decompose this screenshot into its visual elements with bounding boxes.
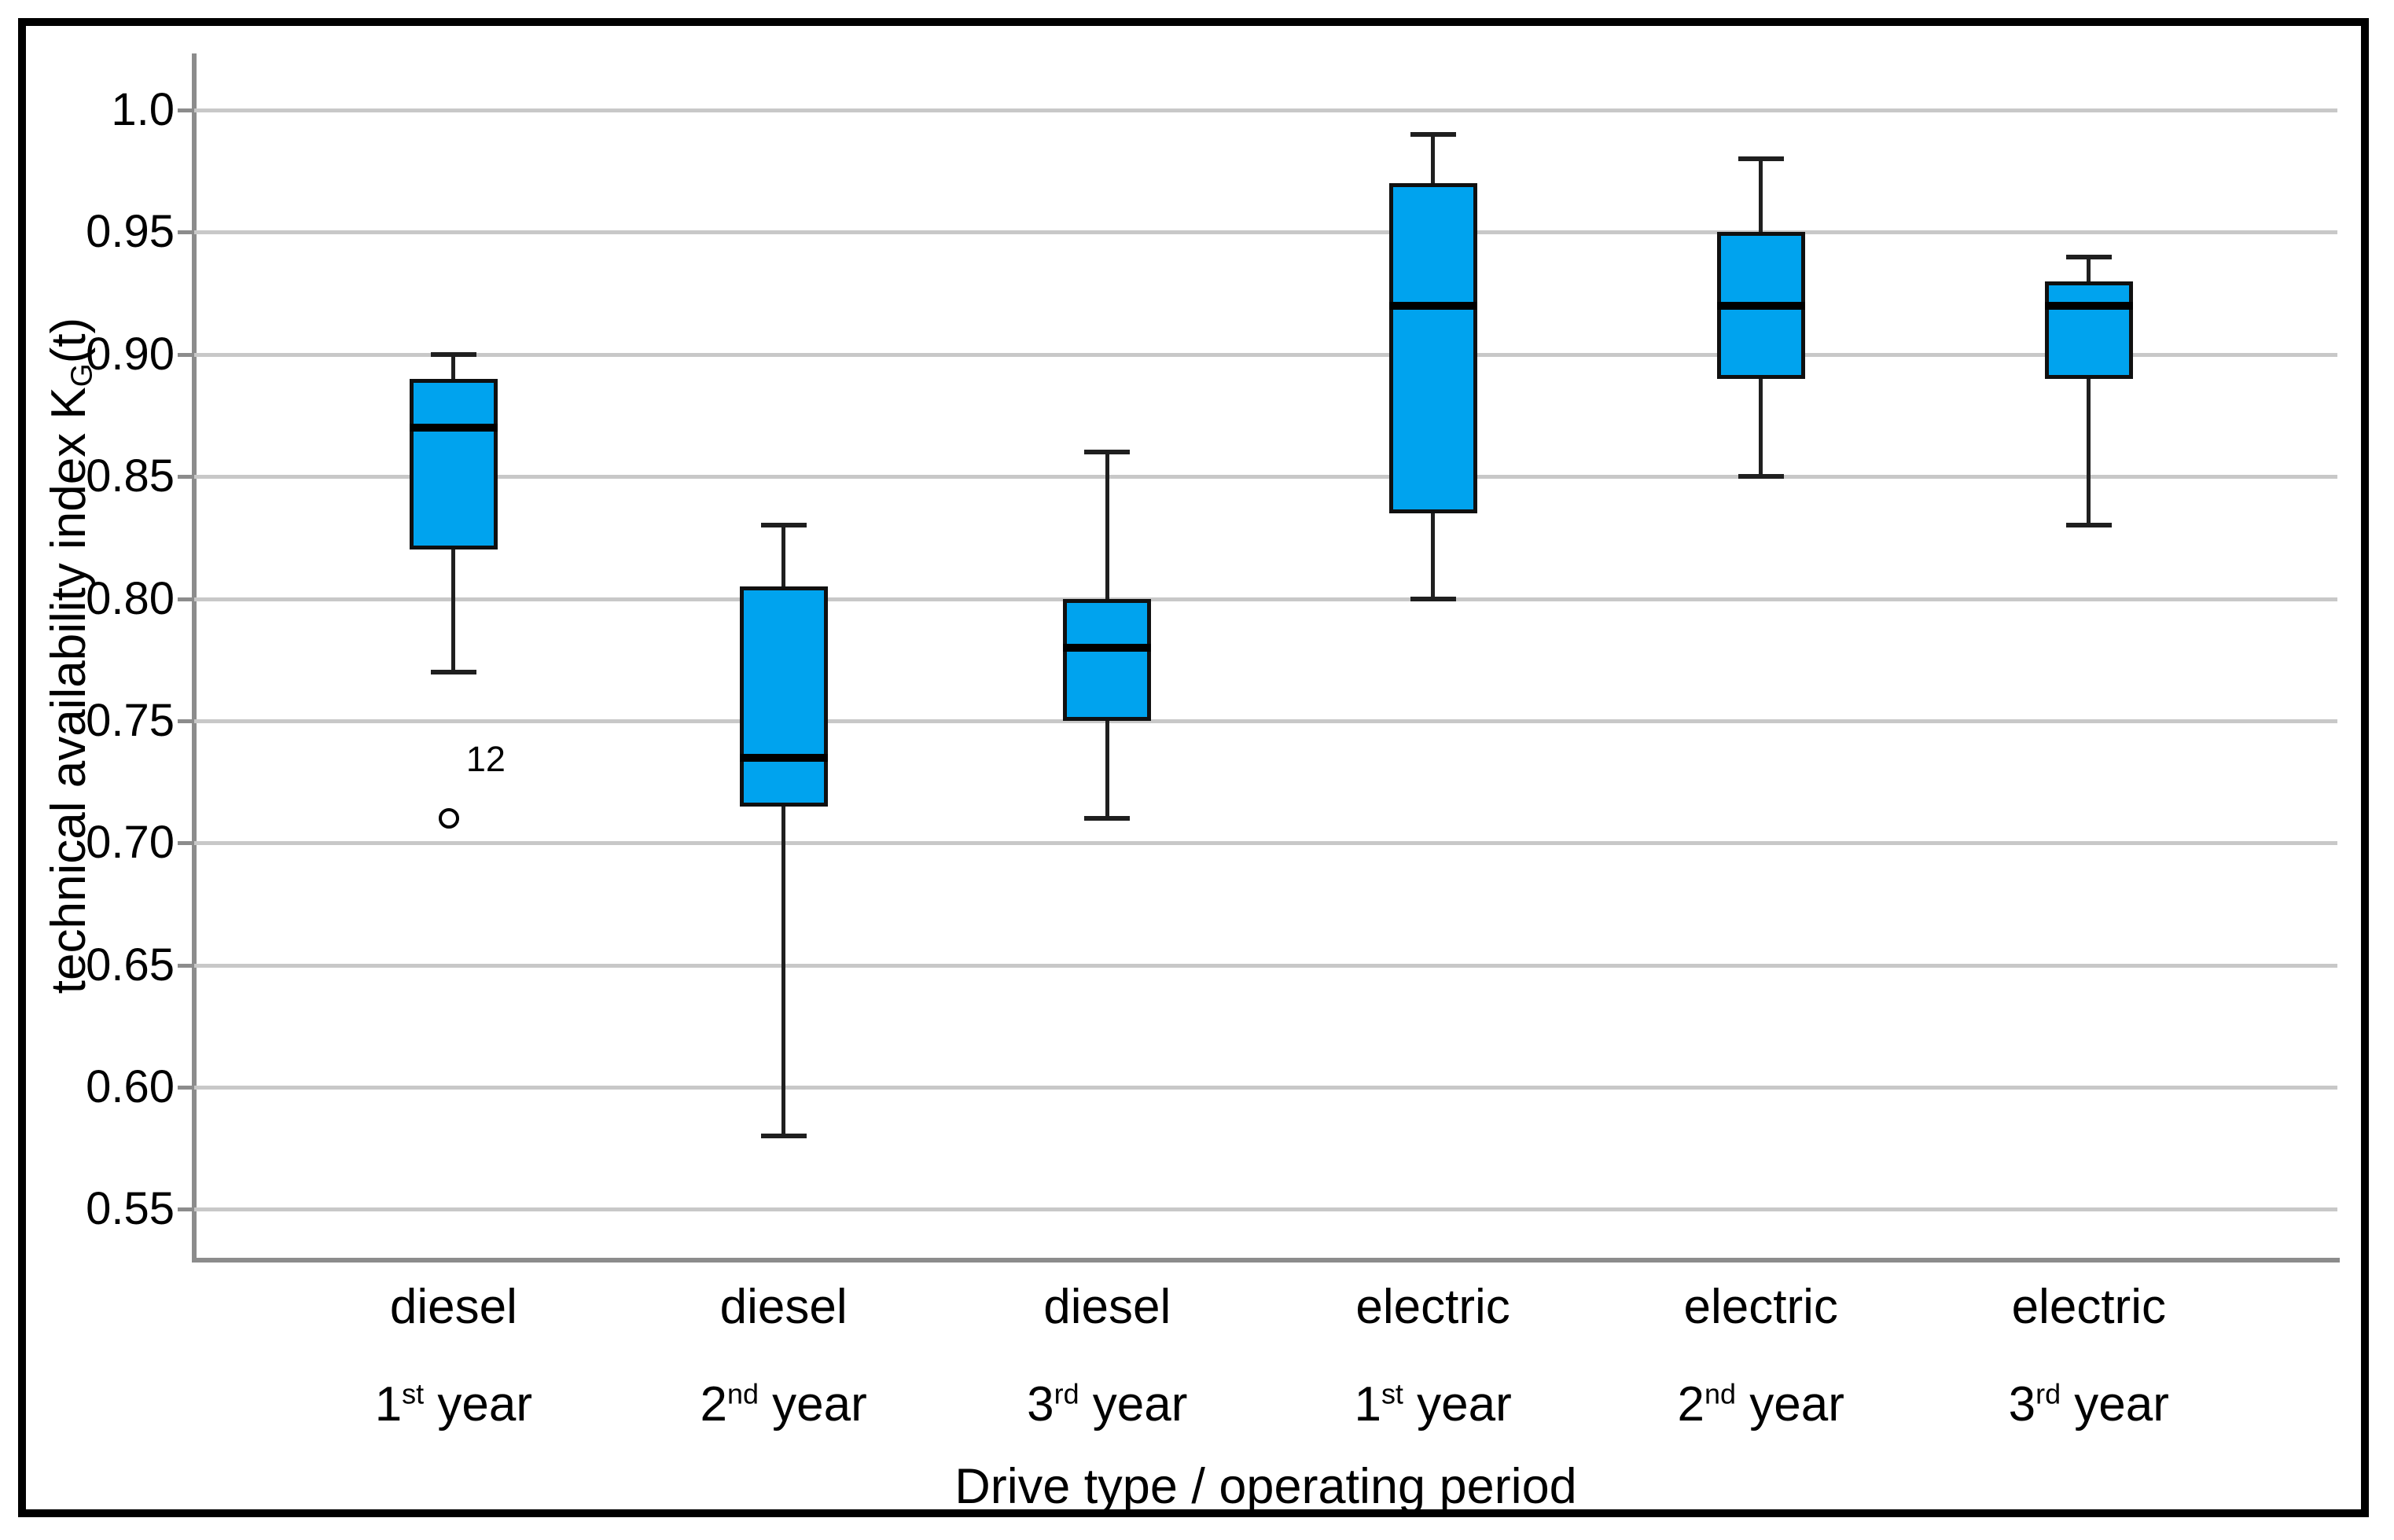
lower-whisker-cap <box>760 1134 807 1139</box>
lower-whisker-cap <box>1738 474 1784 480</box>
x-category-label-period: 2nd year <box>700 1377 867 1432</box>
ordinal-superscript: rd <box>1054 1377 1079 1410</box>
plot-area: 12 <box>178 53 2340 1263</box>
y-axis-title: technical availability index KG(t) <box>42 318 98 994</box>
ordinal-superscript: nd <box>1704 1377 1737 1410</box>
y-tick-mark <box>178 597 192 601</box>
median-line <box>739 753 828 762</box>
upper-whisker-line <box>2087 256 2091 281</box>
upper-whisker-line <box>781 525 786 587</box>
x-axis-title: Drive type / operating period <box>954 1459 1577 1514</box>
y-gridline <box>194 1207 2337 1212</box>
lower-whisker-cap <box>430 669 476 674</box>
y-gridline <box>194 719 2337 723</box>
y-tick-mark <box>178 475 192 480</box>
upper-whisker-line <box>451 354 456 379</box>
upper-whisker-cap <box>2065 254 2112 259</box>
x-category-label-drive: diesel <box>389 1280 517 1334</box>
y-tick-label: 0.55 <box>86 1183 175 1235</box>
x-category-label-period: 1st year <box>1354 1377 1512 1432</box>
y-gridline <box>194 597 2337 601</box>
y-tick-mark <box>178 719 192 723</box>
y-tick-mark <box>178 352 192 357</box>
upper-whisker-cap <box>1738 156 1784 162</box>
median-line <box>1716 301 1805 310</box>
y-tick-label: 0.80 <box>86 572 175 624</box>
y-tick-mark <box>178 1207 192 1212</box>
ordinal-superscript: nd <box>726 1377 759 1410</box>
y-tick-mark <box>178 963 192 968</box>
y-tick-mark <box>178 230 192 235</box>
x-category-label-period: 2nd year <box>1677 1377 1844 1432</box>
x-axis-line <box>192 1258 2340 1263</box>
iqr-box <box>1388 183 1477 513</box>
y-gridline <box>194 1086 2337 1090</box>
x-category-label-drive: electric <box>2011 1280 2166 1334</box>
ordinal-superscript: st <box>402 1377 425 1410</box>
lower-whisker-line <box>1759 378 1763 477</box>
y-tick-label: 0.60 <box>86 1061 175 1113</box>
y-tick-label: 0.65 <box>86 939 175 991</box>
outlier-point <box>438 808 459 829</box>
y-tick-mark <box>178 1086 192 1090</box>
iqr-box <box>409 378 498 550</box>
y-gridline <box>194 108 2337 113</box>
y-gridline <box>194 963 2337 968</box>
upper-whisker-cap <box>430 351 476 357</box>
lower-whisker-line <box>1431 513 1436 599</box>
upper-whisker-line <box>1105 452 1109 599</box>
y-gridline <box>194 475 2337 480</box>
y-tick-label: 0.75 <box>86 694 175 746</box>
upper-whisker-line <box>1759 159 1763 233</box>
y-tick-label: 1.0 <box>111 84 175 136</box>
x-category-label-drive: diesel <box>1043 1280 1171 1334</box>
iqr-box <box>1063 598 1152 721</box>
ordinal-superscript: st <box>1381 1377 1403 1410</box>
x-category-label-drive: electric <box>1683 1280 1838 1334</box>
x-category-label-period: 3rd year <box>1027 1377 1188 1432</box>
y-gridline <box>194 841 2337 846</box>
y-tick-label: 0.70 <box>86 817 175 869</box>
figure-frame <box>18 18 2369 1517</box>
y-tick-label: 0.95 <box>86 206 175 258</box>
lower-whisker-line <box>1105 720 1109 819</box>
lower-whisker-line <box>781 806 786 1137</box>
x-category-label-drive: electric <box>1355 1280 1510 1334</box>
iqr-box <box>2044 281 2133 379</box>
y-tick-mark <box>178 108 192 113</box>
y-gridline <box>194 352 2337 357</box>
upper-whisker-cap <box>1410 132 1456 138</box>
outlier-label: 12 <box>465 739 506 780</box>
lower-whisker-cap <box>2065 523 2112 528</box>
lower-whisker-cap <box>1410 596 1456 601</box>
lower-whisker-line <box>451 549 456 672</box>
median-line <box>1388 301 1477 310</box>
x-category-label-period: 3rd year <box>2008 1377 2169 1432</box>
y-gridline <box>194 230 2337 235</box>
median-line <box>2044 301 2133 310</box>
upper-whisker-line <box>1431 134 1436 184</box>
upper-whisker-cap <box>760 523 807 528</box>
lower-whisker-line <box>2087 378 2091 526</box>
lower-whisker-cap <box>1084 816 1131 821</box>
x-category-label-drive: diesel <box>719 1280 848 1334</box>
iqr-box <box>739 586 828 807</box>
median-line <box>1063 643 1152 652</box>
ordinal-superscript: rd <box>2035 1377 2061 1410</box>
y-axis-line <box>192 53 197 1263</box>
y-tick-label: 0.85 <box>86 450 175 502</box>
y-tick-mark <box>178 841 192 846</box>
x-category-label-period: 1st year <box>374 1377 532 1432</box>
median-line <box>409 424 498 432</box>
y-tick-label: 0.90 <box>86 328 175 380</box>
upper-whisker-cap <box>1084 450 1131 455</box>
